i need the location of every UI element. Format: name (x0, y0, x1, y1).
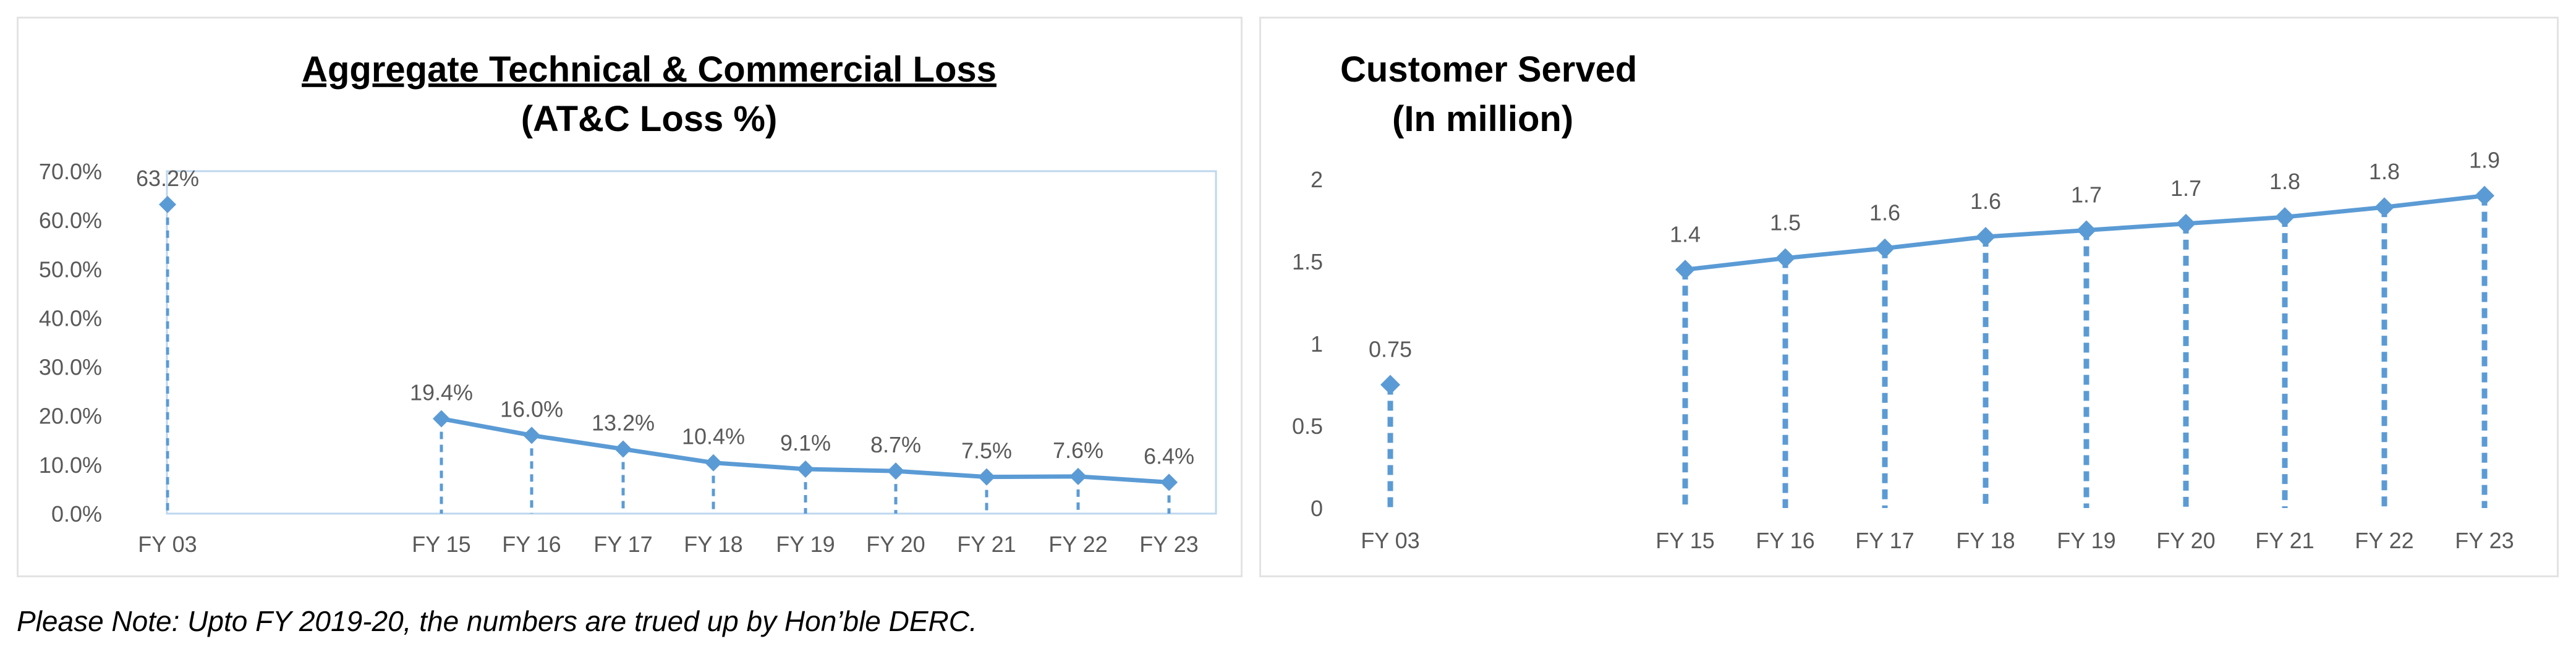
y-tick-label: 60.0% (39, 208, 102, 233)
chart-subtitle: (In million) (1392, 99, 1573, 139)
data-point-marker (1775, 248, 1795, 268)
data-label: 7.5% (961, 438, 1012, 464)
customer-served-chart-panel: Customer Served (In million) 0 0.5 1 1.5 2 FY… (1259, 17, 2559, 577)
x-tick-label: FY 15 (1656, 528, 1714, 553)
data-label: 19.4% (410, 379, 473, 405)
data-label: 1.8 (2269, 169, 2300, 194)
y-tick-label: 0.5 (1292, 413, 1323, 439)
data-label: 10.4% (682, 424, 745, 449)
data-point-marker (705, 454, 722, 472)
data-label: 1.6 (1970, 189, 2001, 214)
atc-loss-chart-panel: Aggregate Technical & Commercial Loss (A… (17, 17, 1243, 577)
x-tick-label: FY 18 (1956, 528, 2015, 553)
x-tick-label: FY 22 (1048, 532, 1107, 557)
y-tick-label: 40.0% (39, 305, 102, 331)
data-label: 1.7 (2170, 176, 2201, 201)
footnote: Please Note: Upto FY 2019-20, the number… (17, 605, 977, 637)
chart-title: Customer Served (1340, 49, 1637, 90)
data-point-marker (978, 468, 995, 486)
y-tick-label: 70.0% (39, 159, 102, 184)
x-tick-label: FY 23 (1139, 532, 1198, 557)
y-tick-label: 50.0% (39, 256, 102, 282)
data-point-marker (433, 410, 450, 428)
x-tick-label: FY 19 (2057, 528, 2115, 553)
data-label: 16.0% (500, 396, 563, 422)
data-point-marker (1675, 260, 1695, 280)
y-tick-label: 0.0% (51, 501, 102, 527)
data-point-marker (2077, 220, 2096, 240)
data-point-marker (159, 195, 176, 213)
data-label: 8.7% (870, 432, 921, 457)
y-tick-label: 1 (1311, 331, 1323, 357)
y-tick-label: 20.0% (39, 404, 102, 429)
data-label: 1.4 (1670, 221, 1701, 247)
y-tick-label: 10.0% (39, 452, 102, 478)
x-tick-label: FY 19 (776, 532, 835, 557)
data-label: 63.2% (136, 166, 199, 191)
data-point-marker (523, 426, 540, 444)
data-label: 1.6 (1869, 200, 1900, 226)
data-label: 7.6% (1053, 438, 1103, 463)
data-point-marker (2475, 185, 2494, 206)
plot-area: 0 0.5 1 1.5 2 FY 03 FY 15 FY 16 FY 17 FY 18 FY 19 F… (1292, 148, 2514, 553)
data-point-marker (1160, 473, 1178, 491)
y-tick-label: 0 (1311, 496, 1323, 521)
data-label: 1.8 (2369, 159, 2400, 184)
data-point-marker (1380, 375, 1400, 395)
customer-served-chart: Customer Served (In million) 0 0.5 1 1.5 2 FY… (1292, 49, 2514, 553)
plot-frame (166, 170, 1217, 515)
x-tick-label: FY 17 (593, 532, 652, 557)
x-tick-label: FY 03 (1361, 528, 1419, 553)
x-tick-label: FY 21 (957, 532, 1016, 557)
x-tick-label: FY 21 (2255, 528, 2314, 553)
x-tick-label: FY 17 (1855, 528, 1914, 553)
data-point-marker (1875, 238, 1895, 258)
atc-loss-chart: Aggregate Technical & Commercial Loss (A… (39, 49, 1217, 557)
data-point-marker (1069, 467, 1087, 485)
x-tick-label: FY 16 (502, 532, 561, 557)
data-point-marker (887, 462, 904, 480)
data-point-marker (614, 440, 632, 458)
y-tick-label: 2 (1311, 167, 1323, 192)
x-tick-label: FY 03 (138, 532, 197, 557)
y-tick-label: 1.5 (1292, 249, 1323, 274)
x-tick-label: FY 15 (412, 532, 470, 557)
plot-area: 0.0% 10.0% 20.0% 30.0% 40.0% 50.0% 60.0% 70.0% F… (39, 159, 1217, 557)
data-label: 13.2% (592, 410, 655, 436)
x-tick-label: FY 23 (2455, 528, 2514, 553)
x-tick-label: FY 18 (684, 532, 742, 557)
chart-title: Aggregate Technical & Commercial Loss (302, 49, 997, 90)
data-label: 1.5 (1770, 210, 1801, 235)
x-tick-label: FY 20 (866, 532, 925, 557)
data-label: 9.1% (780, 430, 831, 456)
data-point-marker (2275, 207, 2295, 227)
data-point-marker (2374, 197, 2394, 218)
data-point-marker (1976, 227, 1996, 247)
x-tick-label: FY 16 (1756, 528, 1814, 553)
y-tick-label: 30.0% (39, 355, 102, 380)
x-tick-label: FY 20 (2156, 528, 2215, 553)
x-tick-label: FY 22 (2355, 528, 2413, 553)
data-point-marker (2176, 213, 2196, 234)
data-label: 1.9 (2469, 148, 2500, 173)
data-label: 1.7 (2071, 182, 2102, 207)
data-label: 6.4% (1144, 443, 1194, 468)
data-point-marker (797, 460, 814, 478)
data-label: 0.75 (1369, 337, 1412, 362)
chart-subtitle: (AT&C Loss %) (521, 99, 778, 139)
